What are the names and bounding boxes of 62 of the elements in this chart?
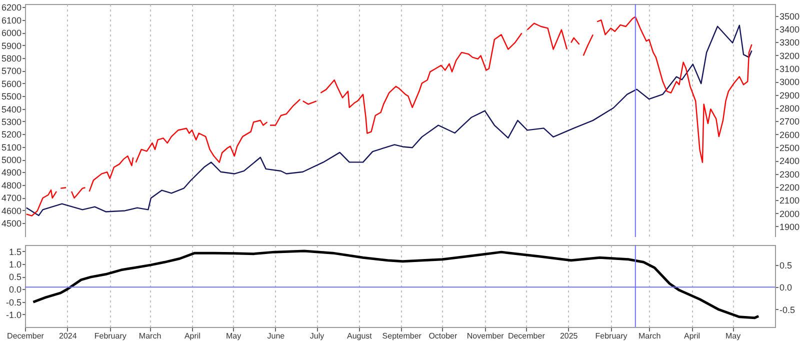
x-tick-label: March — [638, 332, 661, 340]
y-tick-label: 5100 — [1, 142, 22, 152]
y2-tick-label: 3200 — [780, 50, 800, 61]
y2-tick-label: 3100 — [780, 64, 800, 74]
x-tick-label: 2025 — [560, 332, 578, 340]
y2-tick-label: 2300 — [780, 169, 800, 180]
y2-tick-label: 2700 — [780, 116, 800, 127]
x-tick-label: June — [267, 332, 286, 340]
x-tick-label: November — [466, 332, 504, 340]
y2-tick-label: 2600 — [780, 130, 800, 140]
x-tick-label: September — [382, 332, 422, 340]
y-tick-label: -0.5 — [6, 297, 22, 308]
x-tick-label: 2024 — [59, 332, 78, 340]
y2-tick-label: 2500 — [780, 142, 800, 153]
y-tick-label: 1.5 — [8, 246, 22, 257]
x-tick-label: October — [428, 332, 458, 340]
y-tick-label: 4900 — [1, 168, 22, 178]
y-tick-label: 5200 — [1, 130, 22, 140]
y2-tick-label: 3000 — [780, 77, 800, 88]
y2-tick-label: 2800 — [780, 103, 800, 114]
y2-tick-label: 1900 — [780, 222, 800, 232]
y-tick-label: 5400 — [1, 104, 22, 114]
y2-tick-label: 0.5 — [780, 260, 792, 270]
x-tick-label: February — [595, 332, 628, 340]
y-tick-label: 5500 — [1, 92, 22, 102]
x-tick-label: April — [184, 332, 201, 340]
y2-tick-label: 2200 — [780, 182, 800, 192]
y-tick-label: 0.5 — [8, 272, 22, 282]
y2-tick-label: 2400 — [780, 156, 800, 166]
y-tick-label: -1.0 — [6, 310, 22, 320]
y2-tick-label: 0.0 — [780, 282, 792, 293]
y2-tick-label: 2000 — [780, 208, 800, 219]
y-tick-label: 4600 — [1, 206, 22, 216]
x-tick-label: December — [508, 332, 546, 340]
y-tick-label: 0.0 — [8, 284, 22, 295]
y-tick-label: 5900 — [1, 40, 22, 51]
y2-tick-label: 3300 — [780, 38, 800, 48]
y-tick-label: 5000 — [1, 155, 22, 166]
y-tick-label: 5800 — [1, 53, 22, 64]
y2-tick-label: 2100 — [780, 196, 800, 206]
y-tick-label: 4500 — [1, 218, 22, 229]
y2-tick-label: 3500 — [780, 11, 800, 22]
y2-tick-label: 2900 — [780, 90, 800, 100]
y-tick-label: 5700 — [1, 66, 22, 76]
y-tick-label: 5600 — [1, 78, 22, 89]
y-tick-label: 5300 — [1, 116, 22, 127]
x-tick-label: July — [310, 332, 324, 340]
x-tick-label: August — [346, 332, 373, 340]
x-tick-label: May — [726, 332, 741, 340]
y2-tick-label: -0.5 — [780, 304, 796, 315]
y-tick-label: 6100 — [1, 15, 22, 26]
x-tick-label: February — [94, 332, 126, 340]
y2-tick-label: 3400 — [780, 24, 800, 35]
y-tick-label: 6200 — [1, 2, 22, 13]
y-tick-label: 6000 — [1, 28, 22, 38]
y-tick-label: 1.0 — [8, 259, 22, 270]
y-tick-label: 4800 — [1, 180, 22, 190]
y-tick-label: 4700 — [1, 193, 22, 204]
x-tick-label: March — [138, 332, 162, 340]
x-tick-label: December — [7, 332, 44, 340]
x-tick-label: May — [226, 332, 242, 340]
x-tick-label: April — [684, 332, 700, 340]
